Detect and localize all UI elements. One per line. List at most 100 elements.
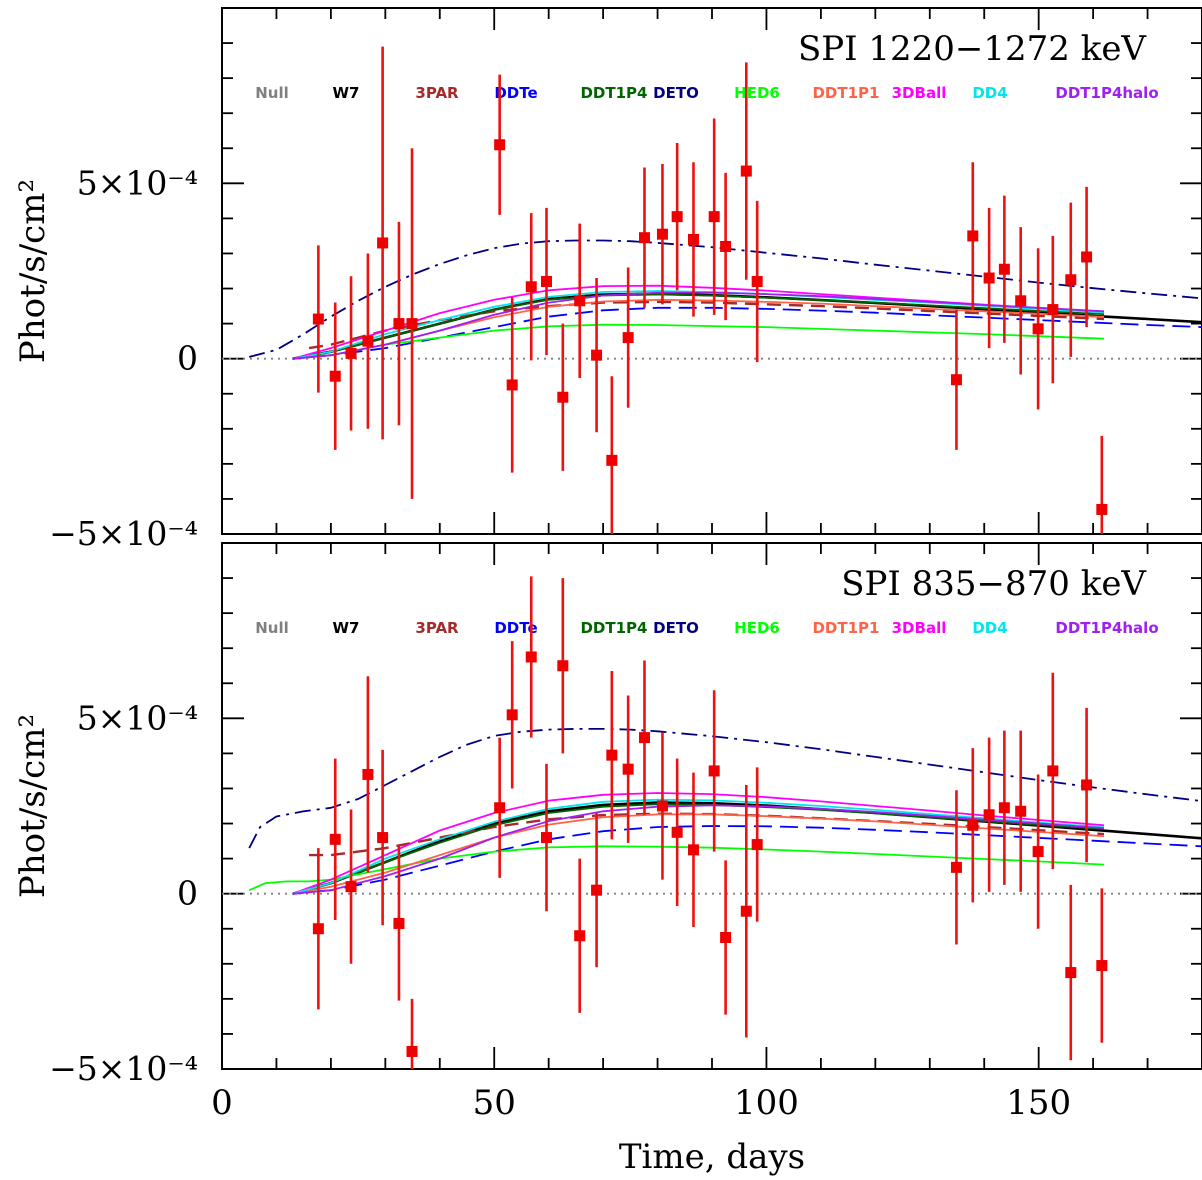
legend-entry: DD4 [972,84,1007,102]
y-tick-label: 5×10⁻⁴ [77,163,198,202]
data-point [1065,274,1077,286]
legend-entry: 3DBall [892,619,947,637]
legend-entry: 3DBall [892,84,947,102]
data-point [1047,765,1059,777]
panel-bottom: 5×10⁻⁴ 0 −5×10⁻⁴ 0 50 100 150 Phot/s/cm² SPI 835… [13,542,1202,1123]
y-tick-label: 0 [177,874,198,913]
data-point [708,211,720,223]
y-tick-label: 5×10⁻⁴ [77,698,198,737]
data-point [494,802,506,814]
data-point [687,233,699,245]
data-point [494,139,506,151]
data-point [393,917,405,929]
data-point [329,370,341,382]
legend-entry: Null [255,619,289,637]
data-point [362,335,374,347]
legend-entry: DDT1P4halo [1055,619,1158,637]
data-point [557,391,569,403]
x-tick-label: 100 [734,1083,799,1123]
data-point [950,374,962,386]
data-point [329,833,341,845]
data-point [983,272,995,284]
data-point [998,802,1010,814]
series-line [292,792,1105,895]
panel-top: 5×10⁻⁴ 0 −5×10⁻⁴ Phot/s/cm² SPI 1220−1272 ke… [13,7,1202,553]
x-tick-label: 150 [1006,1083,1071,1123]
legend-entry: DDT1P4halo [1055,84,1158,102]
data-point [525,651,537,663]
data-point [312,923,324,935]
data-point [591,884,603,896]
data-point [656,800,668,812]
data-point [622,763,634,775]
series-line [248,845,1105,892]
y-tick-label: −5×10⁻⁴ [49,514,198,553]
x-tick-label: 0 [211,1083,233,1123]
data-point [967,230,979,242]
series-line [248,728,1202,849]
legend-entry: DDT1P4 [580,619,647,637]
data-point [1065,967,1077,979]
data-point [540,832,552,844]
data-point [740,165,752,177]
legend-entry: Null [255,84,289,102]
data-point [345,347,357,359]
data-point [720,932,732,943]
data-point [312,313,324,325]
data-point [506,379,518,391]
data-point [1015,805,1027,817]
data-point [622,332,634,344]
legend-entry: W7 [333,619,360,637]
data-point [406,1045,418,1057]
y-axis-label: Phot/s/cm² [13,714,53,898]
legend-entry: HED6 [734,84,780,102]
data-point [1032,846,1044,858]
legend-entry: 3PAR [415,619,459,637]
legend-entry: DDT1P4 [580,84,647,102]
data-point [525,281,537,293]
series-line [292,825,1202,895]
data-point [574,930,586,942]
data-point [606,454,618,466]
data-point [638,232,650,244]
legend-entry: DDT1P1 [812,84,879,102]
series-line [309,812,1105,857]
legend-entry: DDTe [494,84,537,102]
legend-entry: DETO [653,84,699,102]
y-axis-label: Phot/s/cm² [13,179,53,363]
data-point [967,819,979,831]
data-point [540,276,552,288]
data-point [345,881,357,893]
data-point [950,861,962,873]
data-point [377,832,389,844]
data-point [751,839,763,851]
data-point [740,905,752,917]
data-point [751,276,763,288]
data-point [1032,323,1044,335]
data-point [377,237,389,249]
data-point [1081,251,1093,263]
data-point [1096,960,1108,972]
data-point [983,809,995,821]
legend-entry: DDTe [494,619,537,637]
legend-entry: DDT1P1 [812,619,879,637]
y-tick-label: −5×10⁻⁴ [49,1049,198,1088]
panel-title: SPI 835−870 keV [841,564,1147,604]
data-point [1047,304,1059,316]
data-point [591,349,603,361]
data-point [671,826,683,838]
x-tick-label: 50 [473,1083,516,1123]
data-point [1096,503,1108,515]
data-point [671,211,683,223]
data-point [362,768,374,780]
data-point [720,240,732,252]
data-point [557,660,569,672]
data-point [393,318,405,330]
legend-entry: DD4 [972,619,1007,637]
data-point [638,732,650,744]
data-point [1015,295,1027,307]
data-point [998,263,1010,275]
legend-entry: 3PAR [415,84,459,102]
data-point [574,295,586,307]
